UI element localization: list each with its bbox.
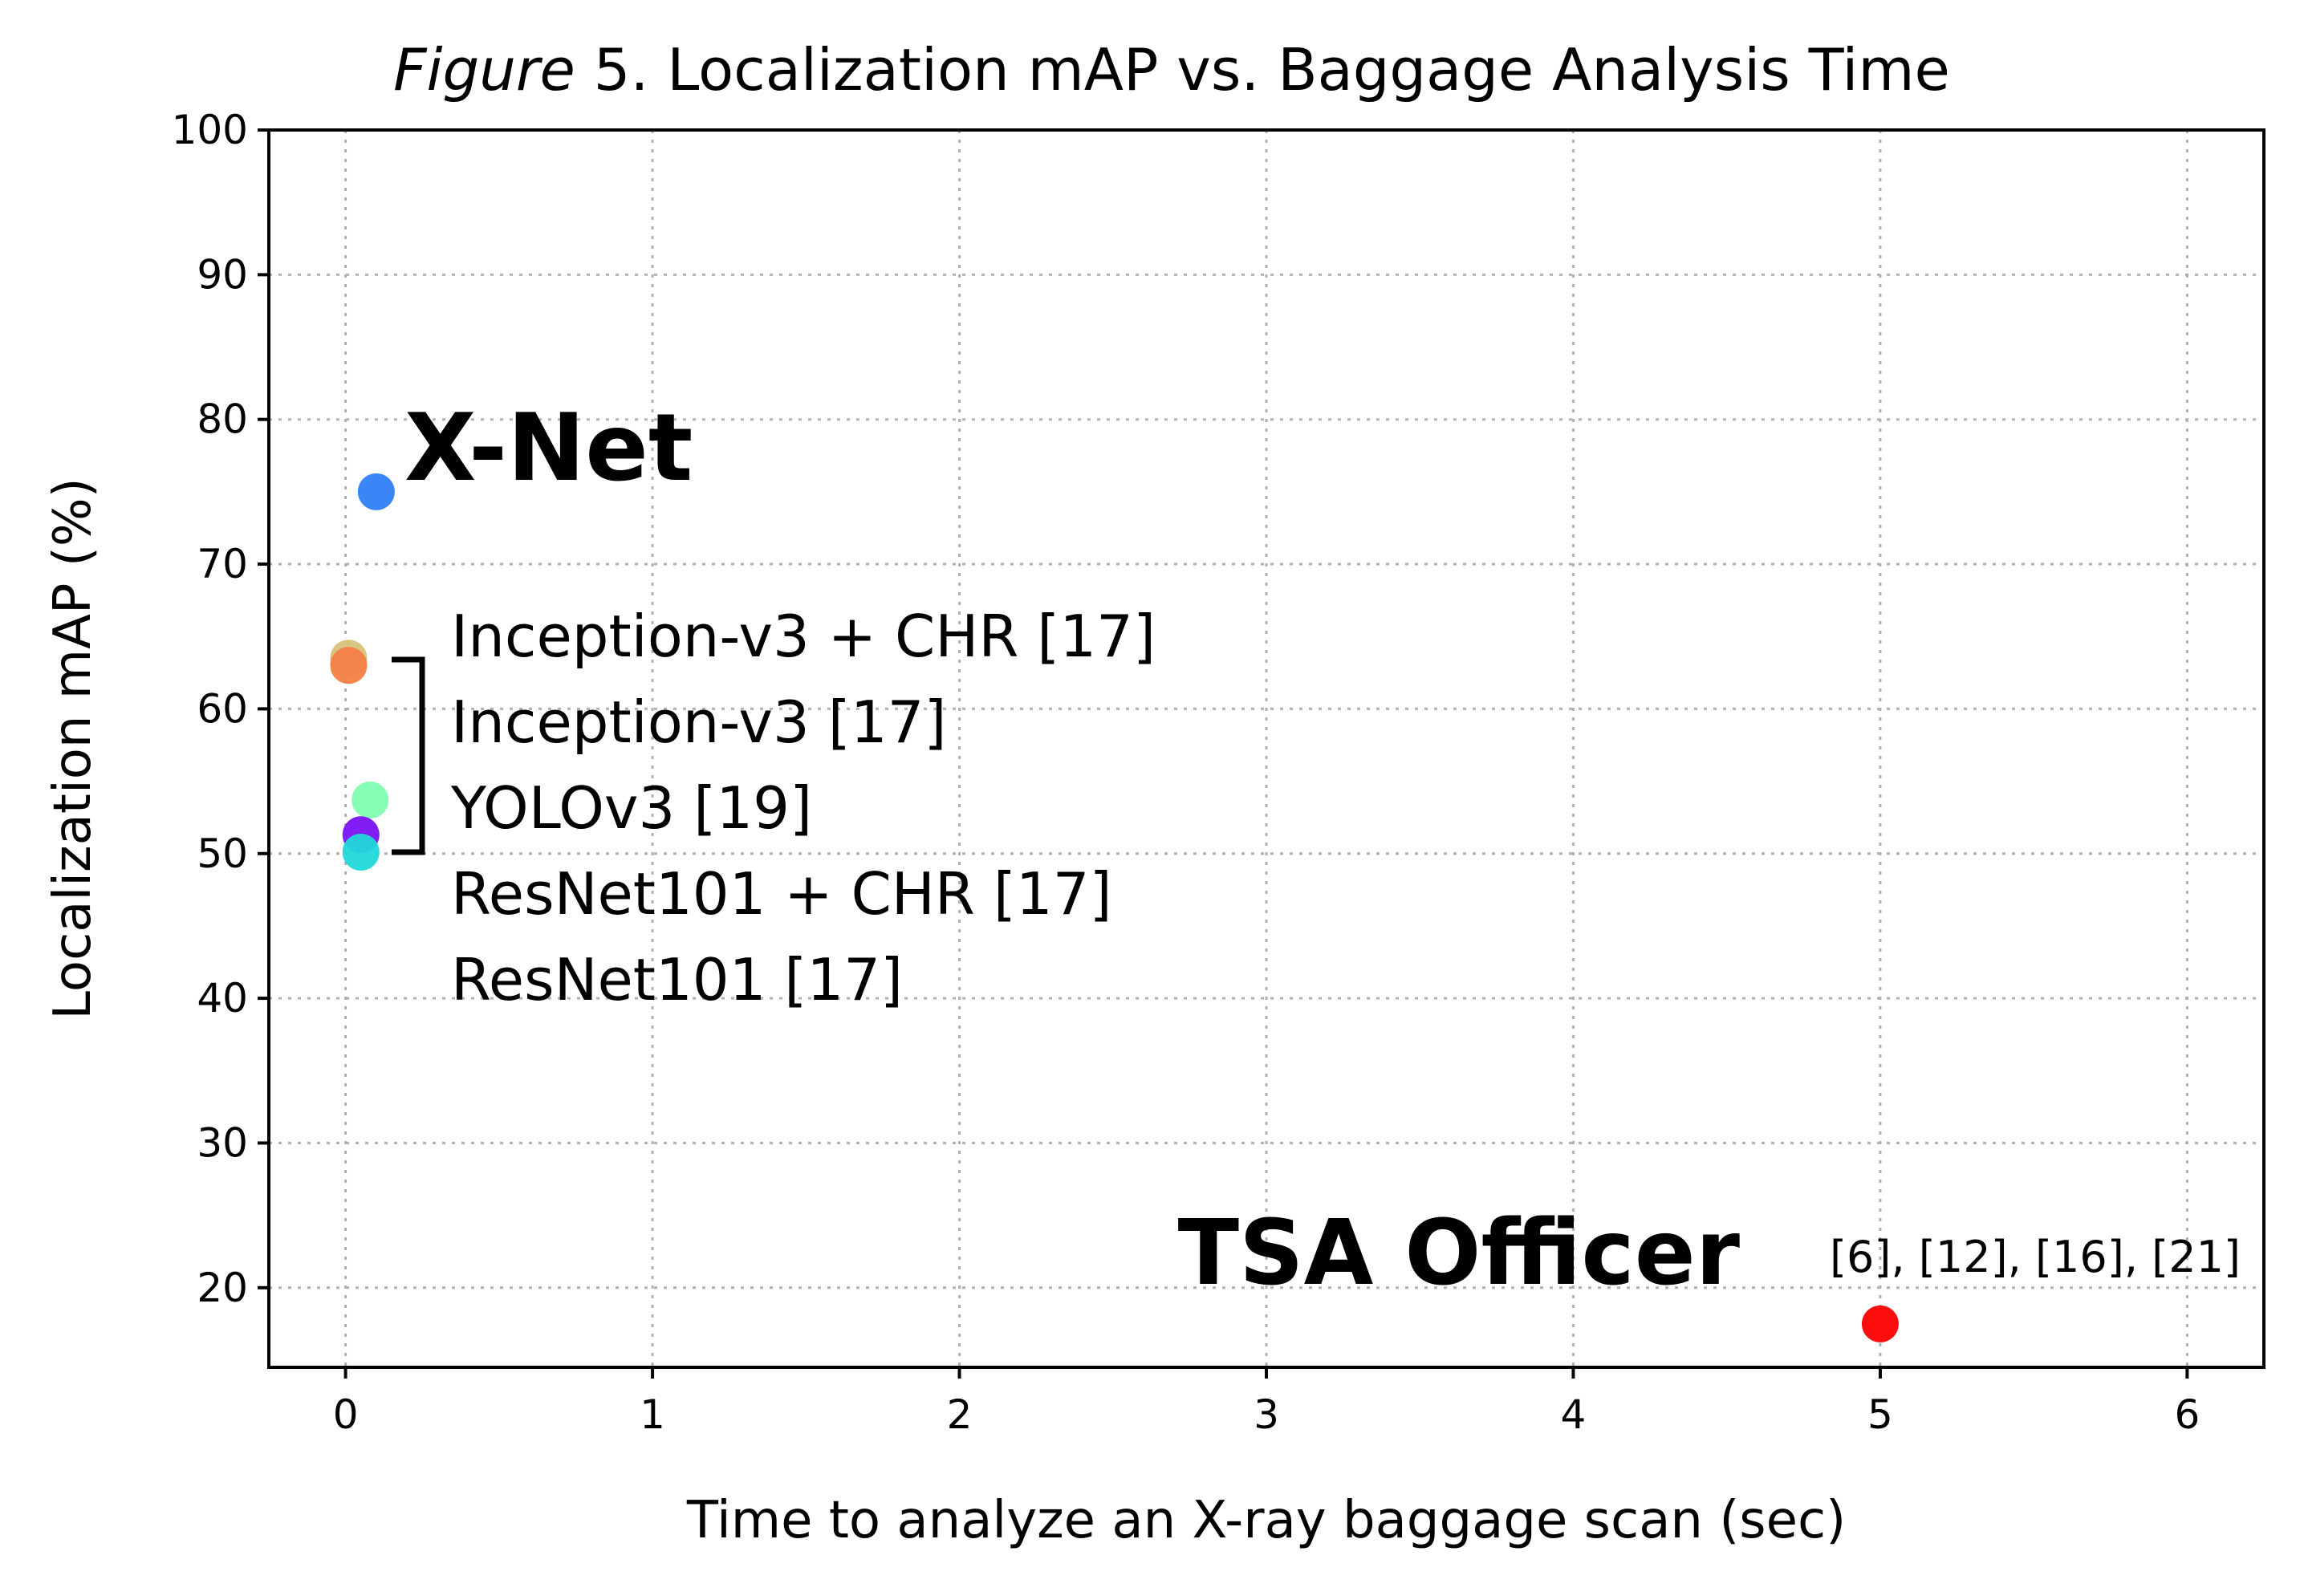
x-tick-label: 2 <box>947 1391 973 1438</box>
data-point <box>1861 1305 1899 1342</box>
x-tick-label: 0 <box>333 1391 359 1438</box>
y-tick-label: 90 <box>197 251 248 298</box>
annotation-label-resnet-chr: ResNet101 + CHR [17] <box>451 860 1112 928</box>
data-point <box>330 647 368 684</box>
data-point <box>352 782 389 819</box>
annotation-label-inception: Inception-v3 [17] <box>451 688 947 756</box>
y-tick-label: 60 <box>197 685 248 732</box>
y-tick-label: 80 <box>197 396 248 443</box>
annotation-tsa-officer: TSA Officer <box>1178 1201 1740 1306</box>
x-tick-label: 4 <box>1561 1391 1587 1438</box>
annotation-tsa-references: [6], [12], [16], [21] <box>1830 1232 2241 1282</box>
data-point <box>342 833 380 871</box>
data-points <box>330 473 1899 1342</box>
x-axis-label: Time to analyze an X-ray baggage scan (s… <box>686 1491 1846 1550</box>
chart-title-italic: Figure <box>393 36 575 104</box>
x-tick-label: 1 <box>640 1391 665 1438</box>
group-bracket <box>392 656 425 855</box>
y-tick-label: 40 <box>197 975 248 1021</box>
plot-frame <box>267 128 2265 1369</box>
x-tick-label: 6 <box>2174 1391 2200 1438</box>
annotation-xnet: X-Net <box>404 394 693 502</box>
chart-title-rest: 5. Localization mAP vs. Baggage Analysis… <box>575 36 1950 104</box>
annotation-label-resnet: ResNet101 [17] <box>451 946 903 1013</box>
x-tick-label: 3 <box>1254 1391 1279 1438</box>
y-tick-label: 70 <box>197 541 248 587</box>
data-point <box>357 473 395 510</box>
annotation-label-yolov3: YOLOv3 [19] <box>450 774 812 842</box>
grid-lines <box>269 128 2264 1367</box>
y-axis-label: Localization mAP (%) <box>43 477 103 1019</box>
y-tick-label: 50 <box>197 830 248 877</box>
axis-ticks: 0 1 2 3 4 5 6 20 30 40 50 60 70 80 90 100 <box>172 107 2200 1438</box>
y-tick-label: 20 <box>197 1265 248 1311</box>
annotation-label-inception-chr: Inception-v3 + CHR [17] <box>451 603 1156 670</box>
x-tick-label: 5 <box>1867 1391 1893 1438</box>
y-tick-label: 100 <box>172 107 248 153</box>
chart-title: Figure 5. Localization mAP vs. Baggage A… <box>393 36 1950 104</box>
y-tick-label: 30 <box>197 1119 248 1166</box>
